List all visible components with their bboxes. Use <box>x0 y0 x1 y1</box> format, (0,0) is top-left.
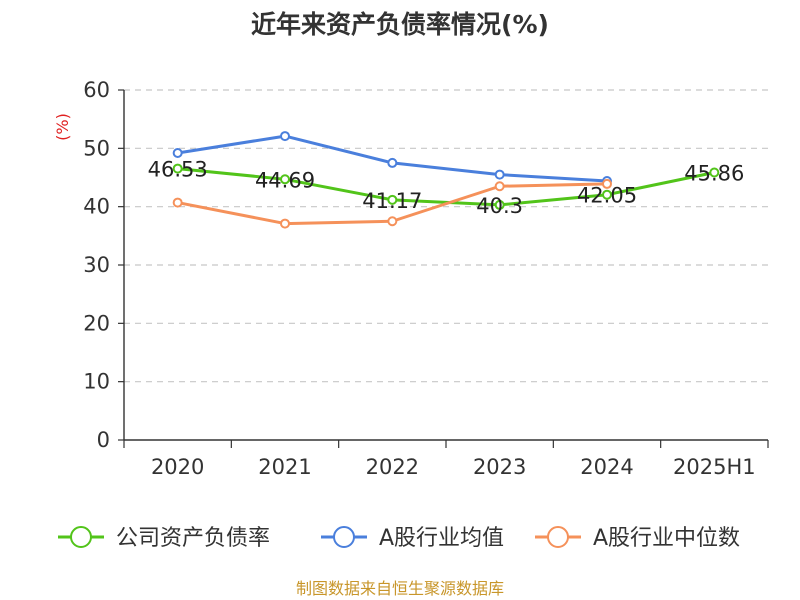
legend-label: A股行业均值 <box>379 526 504 551</box>
legend-label: 公司资产负债率 <box>116 526 270 551</box>
data-label: 46.53 <box>148 158 208 182</box>
data-point <box>280 218 290 229</box>
data-point <box>172 197 183 208</box>
data-point <box>172 163 183 174</box>
data-point <box>602 189 612 200</box>
x-tick-label: 2023 <box>473 455 526 479</box>
data-point <box>494 169 505 180</box>
data-point <box>172 148 183 158</box>
x-tick-label: 2021 <box>258 455 311 479</box>
y-tick-label: 40 <box>83 195 110 219</box>
legend-swatch-marker <box>70 526 92 548</box>
data-point <box>387 216 398 227</box>
source-note: 制图数据来自恒生聚源数据库 <box>296 579 504 598</box>
legend-swatch-marker <box>547 526 569 548</box>
y-tick-label: 50 <box>83 136 110 160</box>
data-label: 44.69 <box>255 168 315 192</box>
data-label: 41.17 <box>362 189 422 213</box>
x-tick-label: 2024 <box>580 455 633 479</box>
data-point <box>494 181 505 192</box>
y-tick-label: 60 <box>83 78 110 102</box>
x-tick-label: 2022 <box>366 455 419 479</box>
data-point <box>709 167 720 178</box>
data-label: 45.86 <box>684 161 744 185</box>
data-point <box>387 157 398 168</box>
data-labels: 46.53 44.69 41.17 40.3 42.05 45.86 <box>148 158 745 218</box>
chart-title: 近年来资产负债率情况(%) <box>251 10 549 39</box>
data-point <box>494 199 505 210</box>
gridlines <box>124 89 768 383</box>
series-layer <box>172 131 720 229</box>
y-tick-label: 10 <box>83 370 110 394</box>
data-point <box>280 174 290 185</box>
data-label: 40.3 <box>476 194 523 218</box>
y-tick-label: 30 <box>83 253 110 277</box>
x-tick-label: 2020 <box>151 455 204 479</box>
x-tick-label: 2025H1 <box>673 455 756 479</box>
legend: 公司资产负债率 A股行业均值 A股行业中位数 <box>58 526 740 551</box>
data-point <box>602 178 612 189</box>
data-point <box>387 194 398 205</box>
data-label: 42.05 <box>577 184 637 208</box>
y-tick-label: 0 <box>97 428 110 452</box>
axes: 0 10 20 30 40 50 60 2020 2021 2022 2023 2024 2025H1 <box>83 78 769 479</box>
legend-swatch-marker <box>333 526 355 548</box>
legend-label: A股行业中位数 <box>593 526 740 551</box>
y-axis-label: (%) <box>53 113 72 141</box>
y-tick-label: 20 <box>83 311 110 335</box>
data-point <box>280 131 290 142</box>
